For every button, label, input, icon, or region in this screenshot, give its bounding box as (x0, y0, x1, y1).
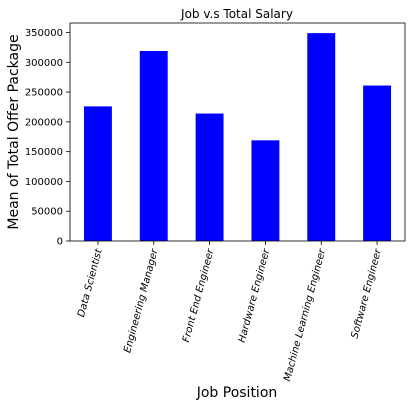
bar-3 (251, 140, 280, 241)
plot-frame (69, 22, 406, 242)
x-tick-label-1: Engineering Manager (122, 247, 161, 354)
y-tick-label-6: 300000 (25, 58, 63, 69)
y-axis: 0 50000 100000 150000 200000 250000 300000 3500… (25, 28, 70, 248)
x-axis: Data Scientist Engineering Manager Front E… (76, 241, 384, 383)
bar-5 (363, 85, 392, 241)
bar-4 (307, 33, 336, 241)
x-tick-label-4: Machine Learning Engineer (282, 247, 328, 383)
x-tick-label-5: Software Engineer (349, 247, 384, 340)
y-axis-title: Mean of Total Offer Package (6, 34, 22, 229)
x-tick-label-0: Data Scientist (76, 247, 105, 319)
bars-group (83, 33, 392, 242)
y-tick-label-1: 50000 (31, 207, 63, 218)
y-tick-label-4: 200000 (25, 117, 63, 128)
bar-0 (83, 106, 112, 242)
y-tick-label-3: 150000 (25, 147, 63, 158)
y-tick-label-7: 350000 (25, 28, 63, 39)
y-tick-label-5: 250000 (25, 88, 63, 99)
x-axis-title: Job Position (196, 385, 278, 401)
bar-1 (139, 50, 168, 241)
x-tick-label-2: Front End Engineer (181, 247, 217, 344)
bar-2 (195, 113, 224, 241)
y-tick-label-0: 0 (57, 237, 63, 248)
y-tick-label-2: 100000 (25, 177, 63, 188)
chart-title: Job v.s Total Salary (180, 7, 293, 21)
x-tick-label-3: Hardware Engineer (237, 247, 273, 344)
